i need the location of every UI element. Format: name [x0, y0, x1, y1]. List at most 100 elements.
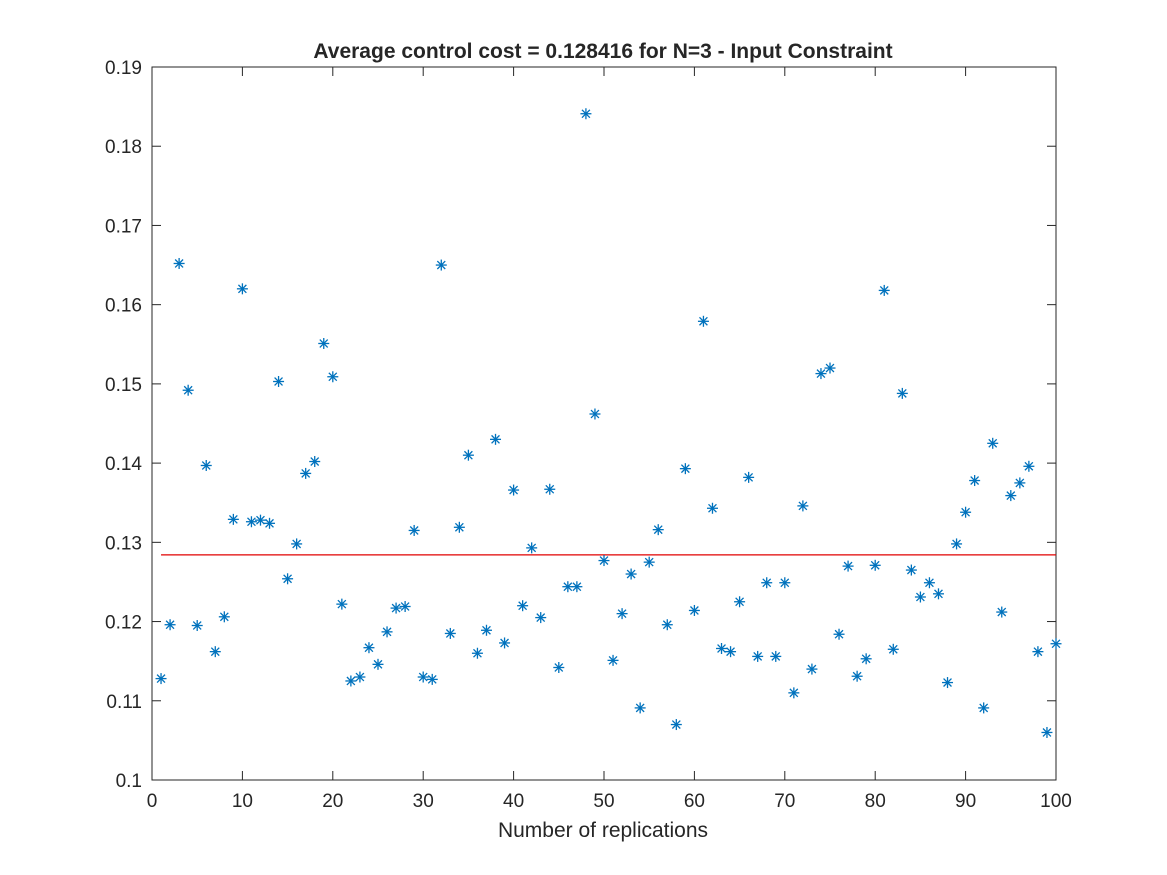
marker-stroke	[753, 651, 763, 661]
marker-stroke	[897, 388, 907, 398]
data-point	[164, 619, 176, 631]
data-point	[200, 459, 212, 471]
data-point	[752, 650, 764, 662]
data-point	[860, 653, 872, 665]
marker-stroke	[301, 468, 311, 478]
marker-stroke	[906, 565, 916, 575]
data-point	[598, 555, 610, 567]
x-tick-label: 0	[147, 791, 158, 812]
y-tick-label: 0.14	[105, 454, 142, 475]
marker-stroke	[247, 517, 256, 527]
marker-stroke	[292, 539, 302, 549]
marker-stroke	[319, 339, 329, 348]
data-point	[978, 702, 990, 714]
marker-stroke	[699, 316, 708, 326]
marker-stroke	[671, 720, 681, 729]
marker-stroke	[183, 385, 193, 395]
data-point	[236, 283, 248, 295]
marker-stroke	[1051, 639, 1061, 649]
marker-stroke	[798, 501, 808, 511]
data-point	[462, 449, 474, 461]
data-point	[634, 702, 646, 714]
marker-stroke	[780, 578, 790, 588]
data-point	[942, 677, 954, 689]
marker-stroke	[482, 625, 491, 635]
marker-stroke	[943, 678, 952, 687]
y-tick-label: 0.16	[105, 296, 142, 317]
marker-stroke	[283, 574, 293, 584]
data-point	[896, 387, 908, 399]
marker-stroke	[256, 515, 265, 525]
data-point	[960, 506, 972, 518]
data-point	[1032, 646, 1044, 658]
x-tick-label: 40	[503, 791, 524, 812]
data-point	[508, 484, 520, 496]
data-point	[661, 619, 673, 631]
data-point	[562, 581, 574, 593]
marker-stroke	[979, 703, 989, 713]
data-point	[806, 663, 818, 675]
marker-stroke	[1042, 728, 1052, 737]
marker-stroke	[1006, 491, 1016, 501]
marker-stroke	[744, 472, 754, 482]
data-point	[887, 643, 899, 655]
marker-stroke	[870, 560, 880, 570]
marker-stroke	[590, 409, 600, 419]
marker-stroke	[925, 578, 934, 588]
data-point	[318, 337, 330, 349]
x-tick-label: 90	[955, 791, 976, 812]
marker-stroke	[599, 556, 609, 565]
marker-stroke	[436, 260, 446, 270]
marker-stroke	[825, 363, 835, 373]
marker-stroke	[237, 284, 247, 294]
marker-stroke	[915, 592, 925, 602]
marker-stroke	[382, 627, 392, 637]
data-point	[761, 577, 773, 589]
marker-stroke	[726, 647, 735, 657]
data-point	[1023, 460, 1035, 472]
data-point	[833, 628, 845, 640]
marker-stroke	[861, 654, 871, 664]
data-point	[490, 433, 502, 445]
marker-stroke	[328, 372, 338, 382]
y-tick-label: 0.12	[105, 613, 142, 634]
data-point	[914, 591, 926, 603]
data-point	[227, 513, 239, 525]
marker-stroke	[355, 672, 365, 682]
marker-stroke	[409, 526, 419, 535]
marker-stroke	[463, 450, 473, 460]
data-point	[688, 604, 700, 616]
chart-title: Average control cost = 0.128416 for N=3 …	[313, 40, 892, 63]
data-point	[797, 500, 809, 512]
data-point	[670, 719, 682, 731]
data-point	[788, 687, 800, 699]
data-point	[987, 437, 999, 449]
data-point	[969, 475, 981, 487]
marker-stroke	[581, 109, 591, 119]
data-point	[842, 560, 854, 572]
marker-stroke	[970, 476, 980, 485]
x-tick-label: 30	[413, 791, 434, 812]
data-point	[471, 647, 483, 659]
data-point	[725, 646, 737, 658]
data-point	[679, 463, 691, 475]
marker-stroke	[717, 644, 726, 653]
marker-stroke	[536, 613, 546, 623]
marker-stroke	[554, 663, 564, 672]
data-point	[607, 654, 619, 666]
marker-stroke	[1015, 478, 1025, 488]
data-point	[1014, 477, 1026, 489]
data-point	[264, 517, 276, 529]
data-point	[218, 611, 230, 623]
marker-stroke	[1033, 647, 1043, 657]
marker-stroke	[400, 602, 410, 611]
marker-stroke	[997, 607, 1007, 617]
data-point	[245, 516, 257, 528]
marker-stroke	[608, 655, 618, 665]
y-tick-label: 0.15	[105, 375, 142, 396]
marker-stroke	[274, 377, 283, 386]
data-point	[273, 376, 285, 388]
marker-stroke	[174, 259, 184, 268]
marker-stroke	[473, 648, 482, 658]
